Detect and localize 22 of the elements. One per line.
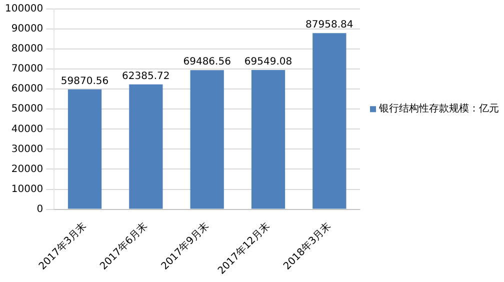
- y-tick-label: 70000: [11, 64, 44, 75]
- data-label: 87958.84: [306, 20, 354, 31]
- y-tick-label: 100000: [4, 4, 44, 15]
- y-tick-label: 0: [36, 204, 44, 215]
- y-tick-label: 50000: [11, 104, 44, 115]
- data-label: 69549.08: [244, 56, 292, 68]
- bar: [312, 33, 346, 209]
- legend-label: 银行结构性存款规模：亿元: [378, 102, 499, 115]
- y-tick-label: 90000: [11, 24, 44, 35]
- y-tick-label: 60000: [11, 84, 44, 95]
- bar: [251, 70, 286, 209]
- data-label: 59870.56: [60, 76, 109, 87]
- y-tick-label: 80000: [11, 44, 44, 55]
- bar: [129, 84, 163, 209]
- bar: [68, 89, 102, 209]
- data-label: 69486.56: [183, 56, 231, 68]
- y-tick-label: 20000: [11, 164, 44, 175]
- bar: [190, 70, 224, 209]
- data-label: 62385.72: [122, 70, 170, 82]
- y-tick-label: 10000: [11, 184, 44, 195]
- y-tick-label: 40000: [11, 124, 44, 135]
- y-tick-label: 30000: [11, 144, 44, 155]
